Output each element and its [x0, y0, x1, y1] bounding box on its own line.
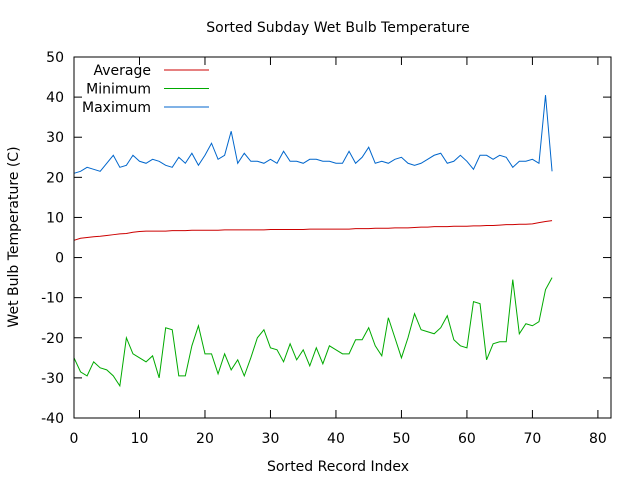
x-tick-label: 80	[589, 431, 607, 447]
series-layer	[73, 95, 553, 388]
y-tick-label: -30	[41, 371, 64, 387]
x-tick-label: 50	[393, 431, 411, 447]
y-axis-label: Wet Bulb Temperature (C)	[6, 146, 22, 327]
legend-label-average: Average	[94, 63, 152, 79]
legend: Average Minimum Maximum	[82, 63, 209, 116]
x-axis-label: Sorted Record Index	[267, 459, 409, 475]
y-tick-label: 40	[46, 90, 64, 106]
chart-title: Sorted Subday Wet Bulb Temperature	[206, 20, 469, 36]
x-tick-label: 70	[524, 431, 542, 447]
series-line-maximum	[73, 95, 553, 174]
x-tick-label: 0	[70, 431, 79, 447]
y-tick-label: 30	[46, 130, 64, 146]
y-tick-label: -10	[41, 291, 64, 307]
legend-label-minimum: Minimum	[86, 82, 151, 98]
y-tick-label: -40	[41, 411, 64, 427]
y-tick-label: -20	[41, 331, 64, 347]
y-tick-label: 50	[46, 50, 64, 66]
axis-ticks: 0 10 20 30 40 50 60 70 80 -40 -30 -20 -10 0 10 20 30 40 50	[41, 50, 611, 447]
x-tick-label: 20	[196, 431, 214, 447]
x-tick-label: 30	[262, 431, 280, 447]
x-tick-label: 60	[458, 431, 476, 447]
y-tick-label: 20	[46, 170, 64, 186]
plot-frame	[73, 56, 612, 419]
legend-label-maximum: Maximum	[82, 100, 151, 116]
x-tick-label: 40	[327, 431, 345, 447]
x-tick-label: 10	[131, 431, 149, 447]
series-line-average	[73, 220, 553, 241]
y-tick-label: 10	[46, 210, 64, 226]
series-line-minimum	[73, 277, 553, 388]
y-tick-label: 0	[55, 251, 64, 267]
